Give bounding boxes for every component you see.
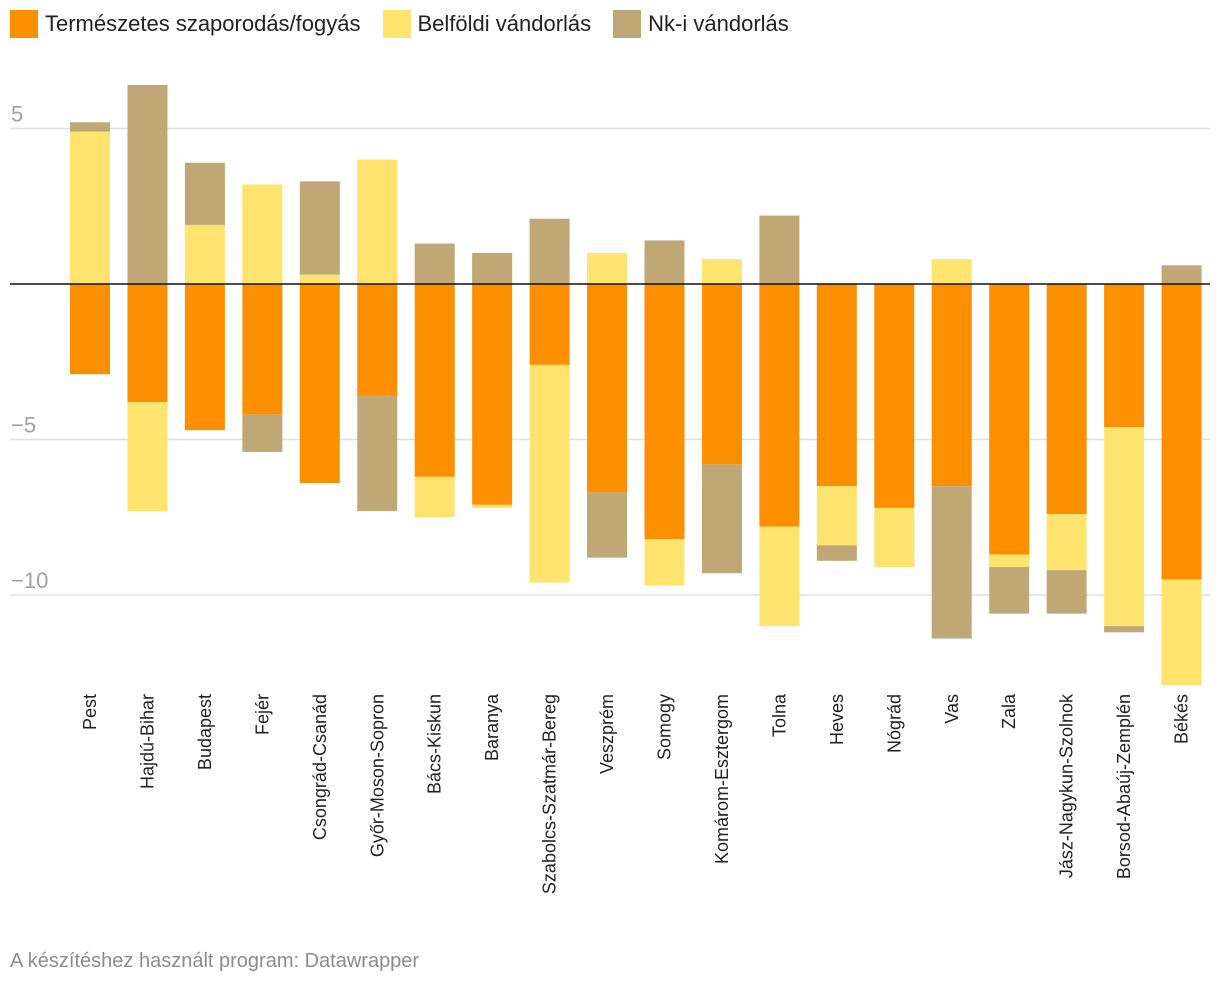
- bar-natural: [874, 284, 915, 508]
- bar-domestic: [1104, 427, 1145, 627]
- bar-natural: [1104, 284, 1145, 428]
- x-tick-label: Baranya: [482, 693, 502, 761]
- bar-natural: [299, 284, 340, 484]
- legend-label-international: Nk-i vándorlás: [648, 11, 789, 36]
- bar-natural: [587, 284, 628, 493]
- bar-international: [759, 215, 800, 284]
- bar-natural: [1161, 284, 1202, 580]
- x-tick-label: Csongrád-Csanád: [310, 694, 330, 840]
- x-tick-label: Heves: [827, 694, 847, 745]
- x-tick-label: Nógrád: [884, 694, 904, 753]
- x-tick-label: Zala: [999, 693, 1019, 729]
- bar-international: [1104, 626, 1145, 633]
- legend-label-domestic: Belföldi vándorlás: [417, 11, 592, 36]
- legend-label-natural: Természetes szaporodás/fogyás: [45, 11, 361, 36]
- bar-domestic: [989, 554, 1030, 568]
- y-tick-label: −5: [11, 413, 36, 438]
- bar-international: [127, 84, 168, 285]
- bar-natural: [701, 284, 742, 465]
- x-tick-label: Veszprém: [597, 694, 617, 774]
- legend: Természetes szaporodás/fogyás Belföldi v…: [10, 10, 811, 38]
- bar-domestic: [184, 224, 225, 284]
- legend-swatch-international: [613, 10, 642, 38]
- bar-natural: [529, 284, 570, 365]
- x-tick-label: Pest: [80, 694, 100, 730]
- bar-natural: [357, 284, 398, 396]
- bar-natural: [1046, 284, 1087, 515]
- bar-natural: [414, 284, 455, 477]
- bar-international: [299, 181, 340, 275]
- source-credit: A készítéshez használt program: Datawrap…: [10, 950, 420, 972]
- x-tick-label: Vas: [942, 694, 962, 724]
- x-tick-label: Budapest: [195, 694, 215, 770]
- x-tick-label: Bács-Kiskun: [425, 694, 445, 794]
- bar-domestic: [1046, 514, 1087, 571]
- bar-international: [816, 545, 857, 561]
- bar-domestic: [357, 159, 398, 284]
- bar-domestic: [529, 364, 570, 583]
- bar-domestic: [931, 259, 972, 284]
- bar-natural: [184, 284, 225, 431]
- x-tick-label: Borsod-Abaúj-Zemplén: [1114, 694, 1134, 879]
- bar-international: [1161, 265, 1202, 284]
- bar-natural: [759, 284, 800, 527]
- bar-international: [587, 492, 628, 558]
- bar-natural: [816, 284, 857, 487]
- bar-natural: [989, 284, 1030, 555]
- stacked-bar-chart: 5 −5 −10 Pest Hajdú-Bihar Budapest Fejér Csongr…: [10, 84, 1210, 894]
- legend-swatch-domestic: [382, 10, 411, 38]
- bar-domestic: [242, 184, 283, 284]
- bar-domestic: [472, 504, 513, 508]
- bar-natural: [70, 284, 110, 375]
- x-tick-label: Somogy: [655, 694, 675, 760]
- bar-domestic: [127, 402, 168, 512]
- bar-international: [414, 243, 455, 284]
- x-tick-label: Tolna: [769, 693, 789, 737]
- x-tick-label: Szabolcs-Szatmár-Bereg: [540, 694, 560, 894]
- bar-international: [989, 567, 1030, 614]
- bar-natural: [242, 284, 283, 415]
- bar-domestic: [759, 526, 800, 627]
- legend-item-natural: Természetes szaporodás/fogyás: [10, 10, 361, 38]
- bar-natural: [931, 284, 972, 487]
- bar-domestic: [70, 131, 110, 284]
- bar-domestic: [874, 507, 915, 568]
- bar-international: [701, 464, 742, 574]
- bar-domestic: [1161, 579, 1202, 686]
- bar-natural: [644, 284, 685, 540]
- x-tick-label: Komárom-Esztergom: [712, 694, 732, 864]
- legend-swatch-natural: [10, 10, 38, 38]
- bar-domestic: [816, 486, 857, 546]
- y-tick-label: 5: [11, 102, 23, 127]
- bar-international: [931, 486, 972, 639]
- bar-international: [357, 395, 398, 512]
- x-tick-label: Fejér: [252, 694, 272, 735]
- x-tick-label: Békés: [1172, 694, 1192, 744]
- bar-international: [644, 240, 685, 284]
- bar-international: [184, 162, 225, 225]
- bar-domestic: [644, 539, 685, 586]
- bar-domestic: [299, 274, 340, 284]
- x-tick-label: Győr-Moson-Sopron: [367, 694, 387, 857]
- bar-international: [1046, 570, 1087, 614]
- x-tick-label: Jász-Nagykun-Szolnok: [1057, 693, 1077, 878]
- bar-natural: [127, 284, 168, 403]
- legend-item-domestic: Belföldi vándorlás: [382, 10, 592, 38]
- bar-natural: [472, 284, 513, 505]
- bar-international: [242, 414, 283, 452]
- bar-domestic: [414, 476, 455, 518]
- bar-international: [529, 218, 570, 284]
- legend-item-international: Nk-i vándorlás: [613, 10, 789, 38]
- bar-domestic: [701, 259, 742, 284]
- y-tick-label: −10: [11, 568, 48, 593]
- bar-international: [70, 122, 110, 132]
- bar-international: [472, 252, 513, 284]
- x-tick-label: Hajdú-Bihar: [137, 694, 157, 789]
- bar-domestic: [587, 252, 628, 284]
